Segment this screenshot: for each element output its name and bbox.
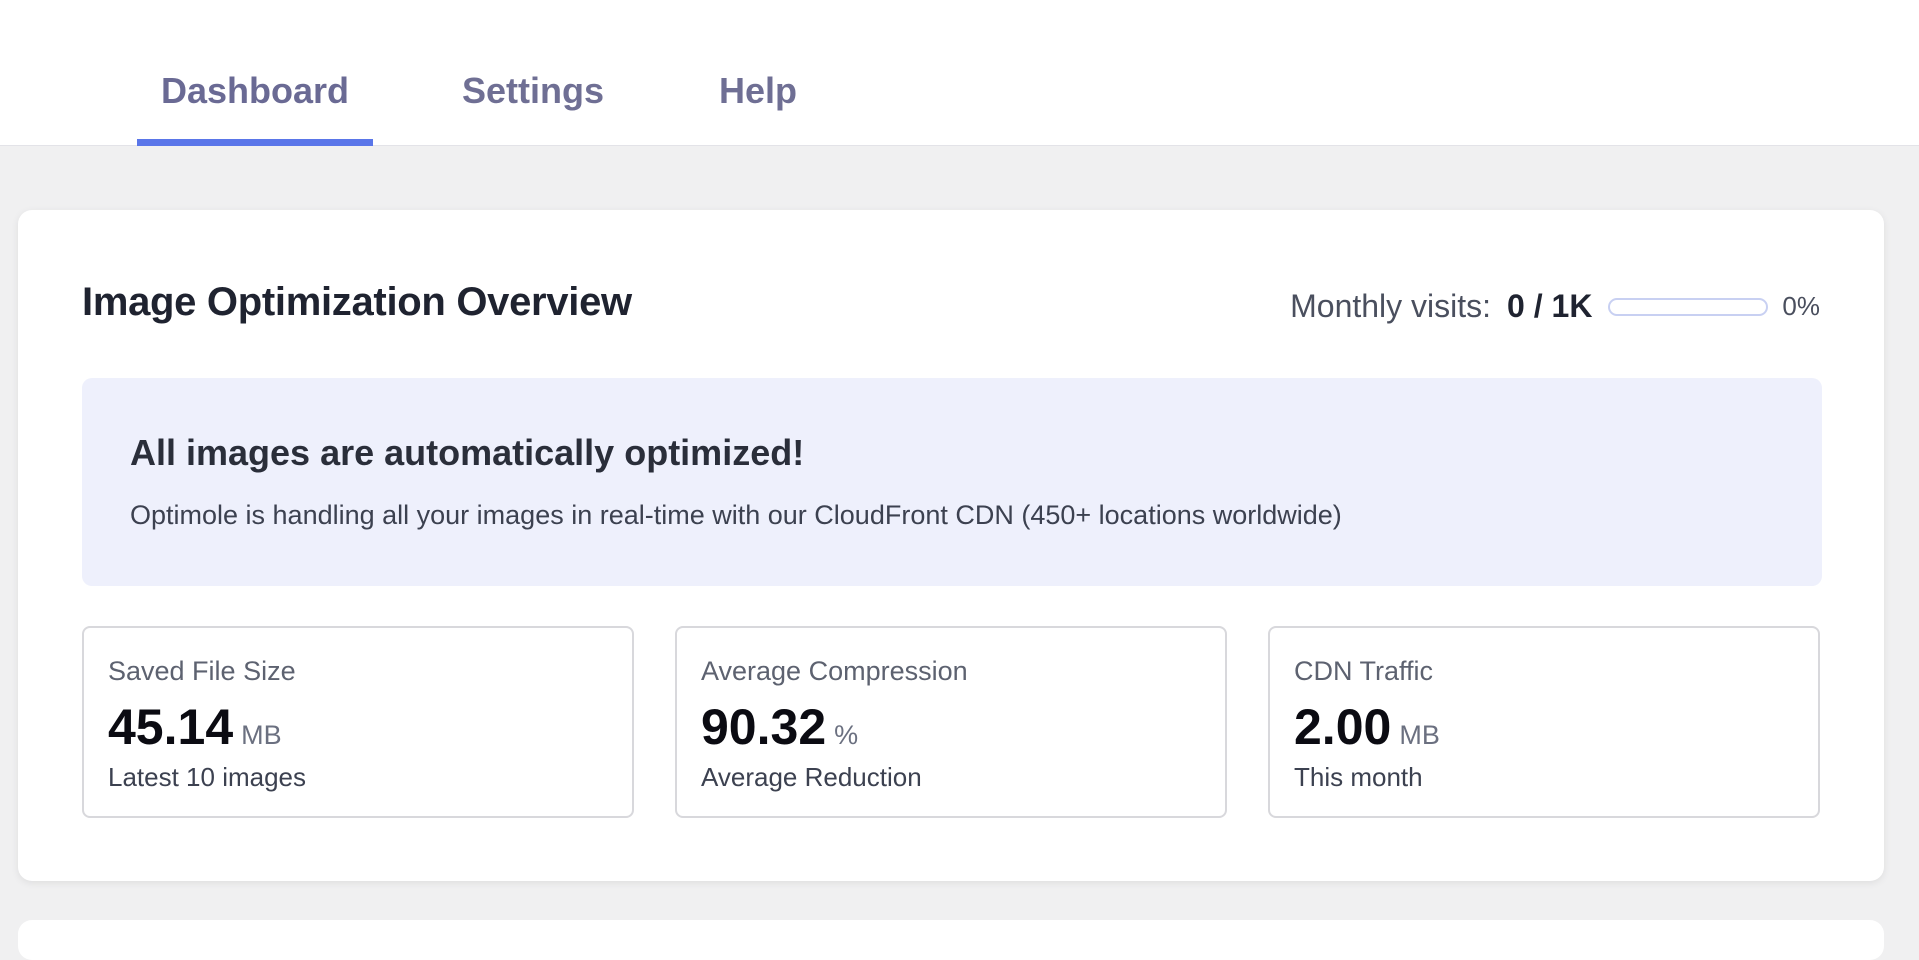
- top-navigation: Dashboard Settings Help: [0, 0, 1919, 146]
- tab-settings-label: Settings: [461, 70, 604, 111]
- stat-unit: MB: [1399, 720, 1440, 750]
- monthly-visits-progress-bar: [1608, 297, 1769, 316]
- stat-card-cdn-traffic: CDN Traffic 2.00 MB This month: [1268, 626, 1820, 818]
- monthly-visits-percent: 0%: [1782, 291, 1820, 321]
- overview-title: Image Optimization Overview: [82, 280, 632, 324]
- stat-card-saved-file-size: Saved File Size 45.14 MB Latest 10 images: [82, 626, 634, 818]
- stat-value: 45.14: [108, 699, 234, 755]
- stat-label: Average Compression: [701, 656, 968, 686]
- stat-label: CDN Traffic: [1294, 656, 1434, 686]
- tab-settings[interactable]: Settings: [450, 70, 616, 146]
- tab-help[interactable]: Help: [706, 70, 810, 146]
- stat-card-average-compression: Average Compression 90.32% Average Reduc…: [675, 626, 1227, 818]
- monthly-visits-value: 0 / 1K: [1507, 288, 1593, 324]
- monthly-visits-label: Monthly visits:: [1290, 288, 1492, 324]
- tab-dashboard[interactable]: Dashboard: [137, 70, 373, 146]
- tab-help-label: Help: [718, 70, 797, 111]
- stat-unit: MB: [241, 720, 282, 750]
- tab-dashboard-label: Dashboard: [160, 70, 350, 111]
- stat-value: 2.00: [1294, 699, 1392, 755]
- active-tab-indicator: [137, 139, 373, 146]
- notice-text: Optimole is handling all your images in …: [130, 500, 1342, 530]
- stat-unit: %: [834, 720, 859, 750]
- stat-value-row: 45.14 MB: [108, 698, 282, 756]
- stat-subtitle: Latest 10 images: [108, 762, 307, 792]
- stat-value-row: 90.32%: [701, 698, 858, 756]
- optimization-notice: All images are automatically optimized! …: [82, 378, 1822, 586]
- next-section-card: [18, 920, 1884, 960]
- monthly-visits: Monthly visits: 0 / 1K 0%: [1290, 288, 1820, 325]
- stat-label: Saved File Size: [108, 656, 296, 686]
- overview-card: Image Optimization Overview Monthly visi…: [18, 210, 1884, 881]
- notice-title: All images are automatically optimized!: [130, 432, 805, 473]
- stat-value: 90.32: [701, 699, 827, 755]
- stat-value-row: 2.00 MB: [1294, 698, 1440, 756]
- stat-subtitle: This month: [1294, 762, 1423, 792]
- stat-subtitle: Average Reduction: [701, 762, 922, 792]
